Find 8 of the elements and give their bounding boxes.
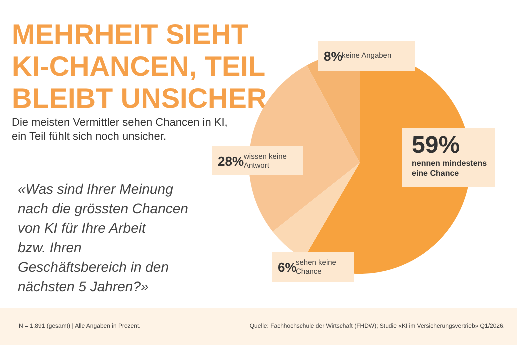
data-label: 6% <box>278 260 298 275</box>
data-label: 8% <box>324 49 344 64</box>
text: «Was sind Ihrer Meinung nach die grössten Chancen von KI für Ihre Arbeit bzw. Ihren Geschäftsbereich in den nächsten 5 Jahren?» <box>18 181 189 294</box>
data-label: 28% <box>218 154 244 169</box>
chart-title: MEHRHEIT SIEHT KI-CHANCEN, TEIL BLEIBT UNSICHER <box>12 19 268 114</box>
data-label: 59% <box>412 132 460 159</box>
slice-label: nennen mindestens eine Chance <box>412 159 488 178</box>
text: Die meisten Vermittler sehen Chancen in KI, ein Teil fühlt sich noch unsicher. <box>12 117 228 143</box>
